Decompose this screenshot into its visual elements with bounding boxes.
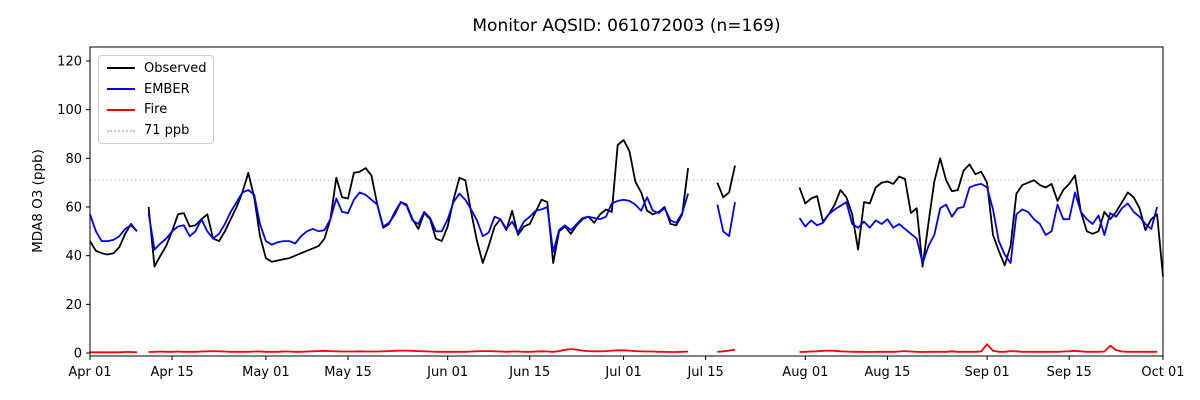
series-line-fire (90, 343, 1158, 354)
legend-label: Fire (144, 102, 168, 118)
legend-label: EMBER (144, 81, 190, 97)
x-tick-label: Apr 15 (151, 365, 194, 380)
legend-item-threshold: 71 ppb (107, 123, 213, 138)
x-tick-label: Aug 15 (864, 365, 910, 380)
legend-label: 71 ppb (144, 123, 190, 139)
y-tick-label: 60 (65, 201, 82, 216)
series-line-ember (89, 183, 1158, 264)
legend-label: Observed (144, 60, 207, 76)
y-tick-label: 40 (65, 249, 82, 264)
x-tick-label: May 15 (324, 365, 372, 380)
threshold-line-sample (107, 129, 135, 132)
legend-item-fire: Fire (107, 102, 213, 117)
x-tick-label: Jul 15 (686, 365, 723, 380)
legend-item-ember: EMBER (107, 82, 213, 97)
y-tick-label: 20 (65, 298, 82, 313)
y-tick-label: 0 (74, 347, 82, 362)
axes-frame (89, 46, 1164, 357)
series-line-observed (89, 139, 1164, 277)
x-tick-label: Jun 01 (426, 365, 468, 380)
legend: Observed EMBER Fire 71 ppb (98, 55, 214, 144)
x-tick-label: May 01 (242, 365, 290, 380)
x-tick-label: Oct 01 (1141, 365, 1184, 380)
legend-item-observed: Observed (107, 61, 213, 76)
fire-line-sample (107, 108, 135, 111)
y-tick-label: 120 (57, 55, 82, 70)
chart-title: Monitor AQSID: 061072003 (n=169) (472, 16, 781, 36)
x-tick-label: Jun 15 (508, 365, 550, 380)
x-tick-label: Sep 01 (965, 365, 1010, 380)
y-tick-label: 80 (65, 152, 82, 167)
x-tick-label: Sep 15 (1047, 365, 1092, 380)
x-tick-label: Jul 01 (604, 365, 641, 380)
observed-line-sample (107, 67, 135, 70)
ember-line-sample (107, 88, 135, 91)
x-tick-label: Apr 01 (68, 365, 111, 380)
y-tick-label: 100 (57, 103, 82, 118)
x-tick-label: Aug 01 (782, 365, 828, 380)
